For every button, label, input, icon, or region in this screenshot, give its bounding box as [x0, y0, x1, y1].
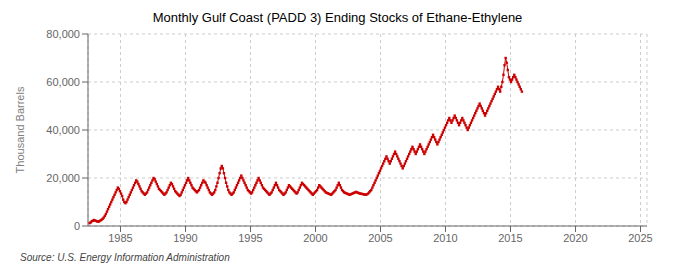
svg-text:2015: 2015 [498, 232, 522, 244]
svg-text:2025: 2025 [628, 232, 652, 244]
svg-text:2020: 2020 [563, 232, 587, 244]
svg-text:1995: 1995 [238, 232, 262, 244]
html-text:Monthly Gulf Coast (PADD 3) En: Monthly Gulf Coast (PADD 3) Ending Stock… [152, 10, 523, 25]
svg-text:Thousand Barrels: Thousand Barrels [14, 86, 26, 173]
svg-text:80,000: 80,000 [46, 28, 80, 40]
svg-text:2010: 2010 [433, 232, 457, 244]
svg-text:0: 0 [74, 220, 80, 232]
svg-text:2005: 2005 [368, 232, 392, 244]
svg-text:1985: 1985 [108, 232, 132, 244]
svg-text:60,000: 60,000 [46, 76, 80, 88]
svg-text:2000: 2000 [303, 232, 327, 244]
svg-text:40,000: 40,000 [46, 124, 80, 136]
svg-text:20,000: 20,000 [46, 172, 80, 184]
svg-text:1990: 1990 [173, 232, 197, 244]
html-text:Source: U.S. Energy Informatio: Source: U.S. Energy Information Administ… [20, 252, 230, 263]
